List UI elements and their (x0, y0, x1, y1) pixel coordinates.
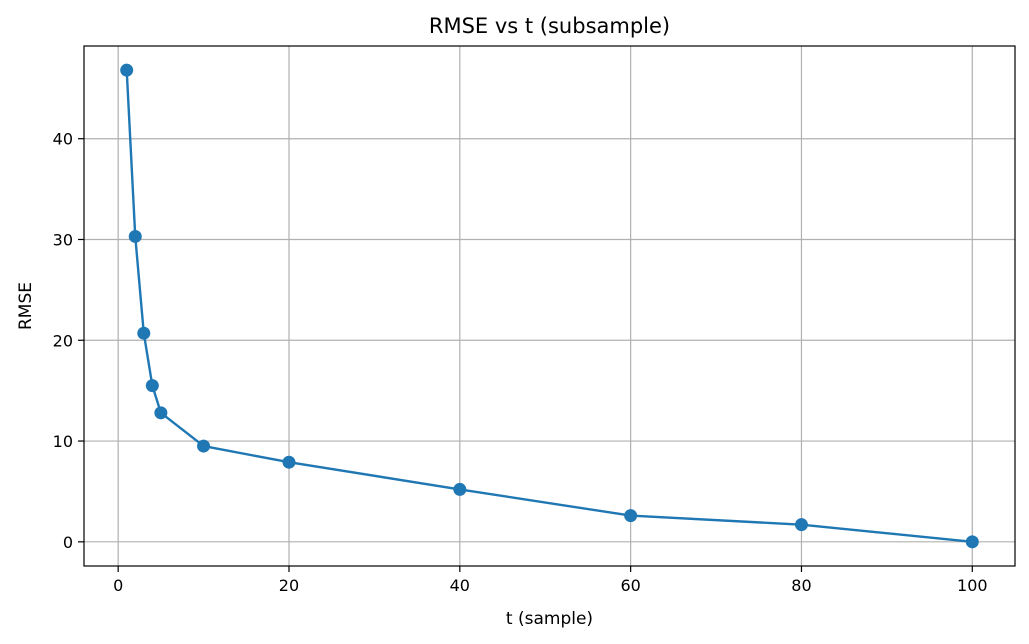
x-axis-label: t (sample) (506, 609, 593, 629)
x-tick-label: 80 (791, 576, 811, 595)
data-point (137, 326, 151, 340)
data-point (624, 509, 638, 523)
data-point (965, 535, 979, 549)
y-tick-label: 0 (63, 533, 73, 552)
chart-title: RMSE vs t (subsample) (429, 14, 670, 38)
ticks: 0 20 40 60 80 100 0 10 20 30 40 (53, 130, 988, 595)
y-tick-label: 10 (53, 432, 73, 451)
x-tick-label: 60 (620, 576, 640, 595)
data-point (128, 229, 142, 243)
x-tick-label: 20 (279, 576, 299, 595)
data-point (453, 482, 467, 496)
y-tick-label: 20 (53, 331, 73, 350)
data-point (197, 439, 211, 453)
y-axis-label: RMSE (16, 282, 36, 330)
y-tick-label: 30 (53, 230, 73, 249)
x-tick-label: 40 (450, 576, 470, 595)
series-layer (120, 63, 979, 549)
plot-frame (83, 45, 1016, 567)
y-tick-label: 40 (53, 130, 73, 149)
x-tick-label: 100 (957, 576, 988, 595)
data-point (154, 406, 168, 420)
data-point (145, 379, 159, 393)
data-point (120, 63, 134, 77)
data-point (794, 518, 808, 532)
data-point (282, 455, 296, 469)
x-tick-label: 0 (113, 576, 123, 595)
grid (84, 46, 1015, 566)
